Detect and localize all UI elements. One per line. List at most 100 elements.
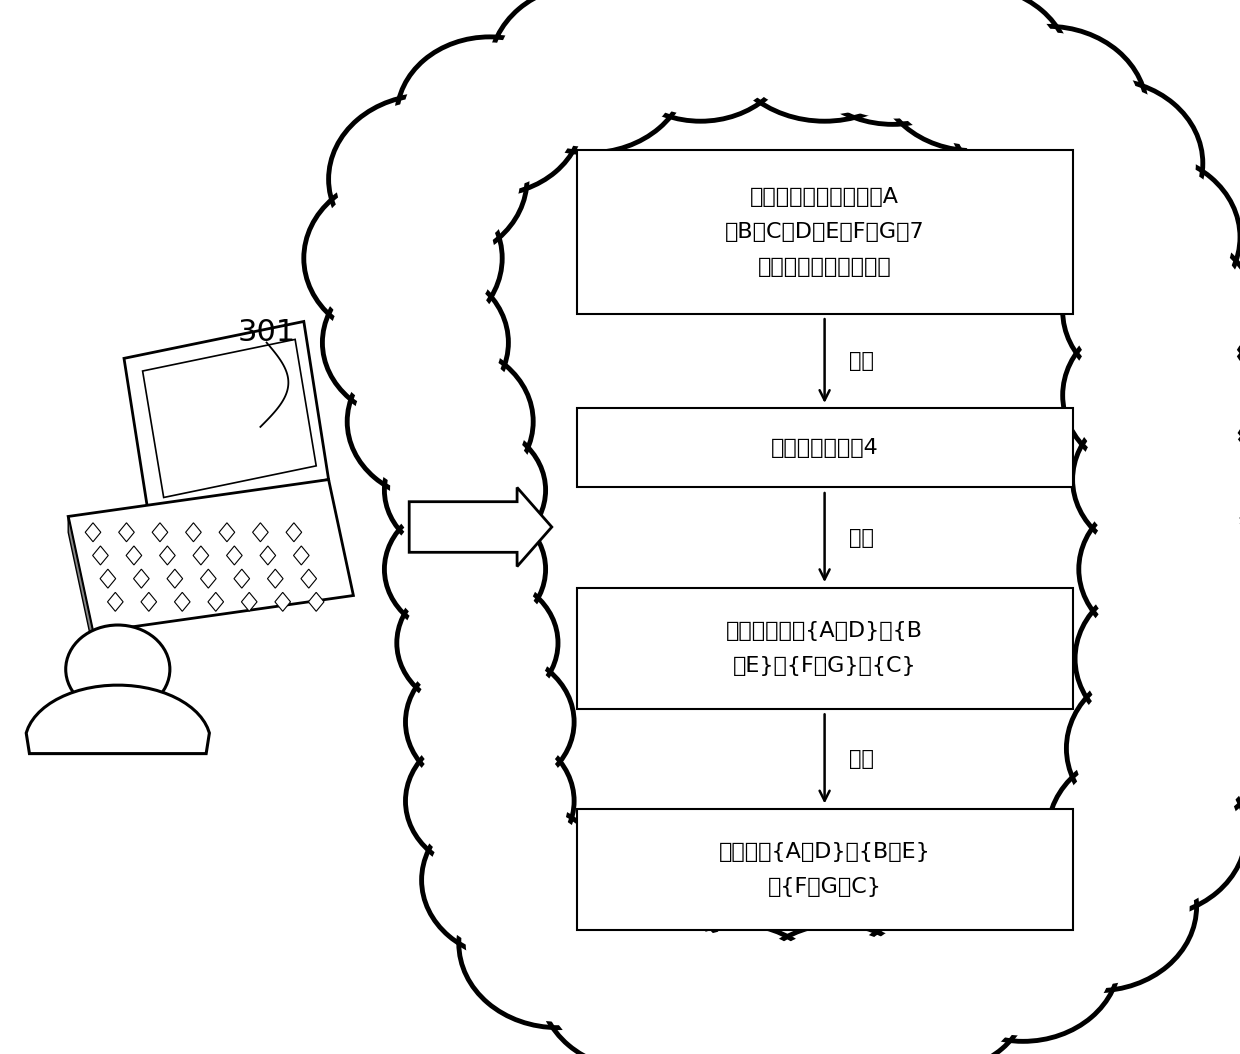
Polygon shape xyxy=(201,569,216,588)
Text: 配送网点集合{A，D}、{B: 配送网点集合{A，D}、{B xyxy=(727,621,923,641)
Circle shape xyxy=(877,0,1070,151)
Circle shape xyxy=(1069,234,1240,388)
Circle shape xyxy=(66,625,170,714)
Circle shape xyxy=(1042,153,1240,321)
Polygon shape xyxy=(143,339,316,497)
Circle shape xyxy=(329,95,527,264)
Circle shape xyxy=(403,580,552,706)
Polygon shape xyxy=(167,569,182,588)
Polygon shape xyxy=(134,569,149,588)
Circle shape xyxy=(403,42,577,190)
Polygon shape xyxy=(227,546,242,565)
Polygon shape xyxy=(193,546,208,565)
Polygon shape xyxy=(286,523,301,542)
Circle shape xyxy=(322,264,508,422)
Circle shape xyxy=(405,650,574,794)
Polygon shape xyxy=(100,569,115,588)
Circle shape xyxy=(1079,406,1240,553)
Circle shape xyxy=(998,822,1197,991)
Text: 确定: 确定 xyxy=(849,351,874,371)
Polygon shape xyxy=(275,592,290,611)
Circle shape xyxy=(1066,664,1240,833)
Text: 待划分集合数量4: 待划分集合数量4 xyxy=(771,438,878,457)
Bar xyxy=(577,409,1073,487)
Circle shape xyxy=(883,0,1064,145)
Circle shape xyxy=(311,180,495,336)
Text: 装载限定量和配送网点A: 装载限定量和配送网点A xyxy=(750,188,899,207)
Polygon shape xyxy=(160,546,175,565)
Text: 划分: 划分 xyxy=(849,528,874,547)
Polygon shape xyxy=(26,685,210,754)
Circle shape xyxy=(843,914,1029,1054)
Polygon shape xyxy=(208,592,223,611)
Circle shape xyxy=(422,801,608,959)
Circle shape xyxy=(1075,577,1240,741)
Polygon shape xyxy=(119,523,134,542)
Circle shape xyxy=(397,574,558,711)
Polygon shape xyxy=(253,523,268,542)
Circle shape xyxy=(1069,318,1240,472)
Polygon shape xyxy=(242,592,257,611)
Circle shape xyxy=(1012,85,1195,241)
Circle shape xyxy=(849,919,1023,1054)
Polygon shape xyxy=(260,546,275,565)
Circle shape xyxy=(1006,828,1189,984)
Circle shape xyxy=(744,924,930,1054)
Circle shape xyxy=(719,0,930,121)
Polygon shape xyxy=(124,321,329,516)
FancyArrow shape xyxy=(409,487,552,567)
Text: 合并结果{A，D}、{B，E}: 合并结果{A，D}、{B，E} xyxy=(719,842,930,862)
Circle shape xyxy=(645,924,831,1054)
Text: 个配送网点的网点信息: 个配送网点的网点信息 xyxy=(758,257,892,276)
Bar xyxy=(577,588,1073,708)
Polygon shape xyxy=(126,546,141,565)
Text: 301: 301 xyxy=(238,317,295,347)
Polygon shape xyxy=(153,523,167,542)
Circle shape xyxy=(926,877,1120,1041)
Circle shape xyxy=(391,427,539,553)
Circle shape xyxy=(353,348,527,495)
Circle shape xyxy=(405,729,574,873)
Circle shape xyxy=(608,0,794,121)
Polygon shape xyxy=(68,516,93,648)
Polygon shape xyxy=(234,569,249,588)
Polygon shape xyxy=(186,523,201,542)
Circle shape xyxy=(304,174,502,343)
Circle shape xyxy=(796,0,990,124)
Polygon shape xyxy=(108,592,123,611)
Circle shape xyxy=(384,422,546,559)
Circle shape xyxy=(1004,79,1203,248)
Polygon shape xyxy=(175,592,190,611)
Circle shape xyxy=(949,26,1147,195)
Circle shape xyxy=(412,656,568,788)
Circle shape xyxy=(397,37,583,195)
Polygon shape xyxy=(141,592,156,611)
Bar xyxy=(577,809,1073,930)
Circle shape xyxy=(459,859,657,1028)
Circle shape xyxy=(336,101,520,257)
Circle shape xyxy=(956,33,1140,189)
Circle shape xyxy=(384,501,546,638)
Polygon shape xyxy=(309,592,324,611)
Circle shape xyxy=(1081,582,1240,736)
Circle shape xyxy=(497,0,681,147)
Circle shape xyxy=(1055,755,1239,911)
Circle shape xyxy=(1074,670,1240,826)
Circle shape xyxy=(347,343,533,501)
Circle shape xyxy=(1063,313,1240,477)
Polygon shape xyxy=(93,546,108,565)
Circle shape xyxy=(802,0,983,119)
Circle shape xyxy=(547,907,730,1054)
Circle shape xyxy=(428,806,601,954)
Polygon shape xyxy=(68,480,353,632)
Text: ，E}、{F，G}和{C}: ，E}、{F，G}和{C} xyxy=(733,656,916,676)
Circle shape xyxy=(750,930,924,1054)
Circle shape xyxy=(614,0,787,116)
Circle shape xyxy=(412,735,568,867)
Polygon shape xyxy=(219,523,234,542)
Text: 和{F，G，C}: 和{F，G，C} xyxy=(768,877,882,897)
Circle shape xyxy=(329,269,502,416)
Circle shape xyxy=(391,506,539,632)
Circle shape xyxy=(1085,495,1240,643)
Circle shape xyxy=(1079,490,1240,648)
